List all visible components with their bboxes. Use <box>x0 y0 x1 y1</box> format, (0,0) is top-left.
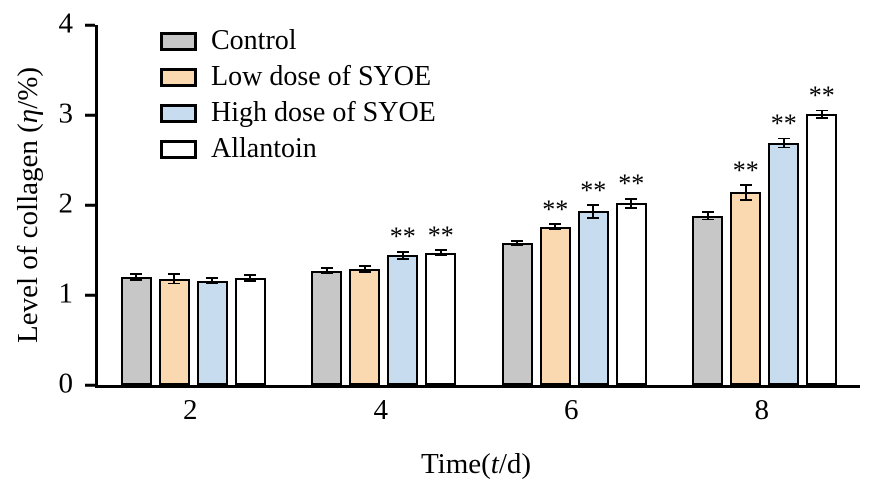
bar-high-dose-of-syoe-day-6: ** <box>577 25 609 385</box>
legend-item-control: Control <box>160 23 436 59</box>
legend-label-high-dose-of-syoe: High dose of SYOE <box>211 97 436 128</box>
legend-item-high-dose-of-syoe: High dose of SYOE <box>160 95 436 131</box>
bar-rect <box>234 277 266 385</box>
significance-marker: ** <box>427 220 454 250</box>
error-bar <box>630 197 633 209</box>
bar-low-dose-of-syoe-day-4 <box>349 25 381 385</box>
bar-group-day-2 <box>98 25 289 385</box>
y-tick-mark-2 <box>85 203 95 207</box>
error-bar <box>516 240 519 246</box>
error-bar <box>249 274 252 282</box>
bar-low-dose-of-syoe-day-6: ** <box>539 25 571 385</box>
bar-rect <box>615 203 647 385</box>
significance-marker: ** <box>389 222 416 252</box>
significance-marker: ** <box>542 194 569 224</box>
legend-swatch-control <box>160 31 197 51</box>
legend-item-allantoin: Allantoin <box>160 131 436 167</box>
error-bar <box>820 109 823 119</box>
error-bar <box>706 211 709 221</box>
bar-control-day-8 <box>692 25 724 385</box>
error-bar <box>782 137 785 149</box>
legend-label-low-dose-of-syoe: Low dose of SYOE <box>211 61 432 92</box>
legend-swatch-high-dose-of-syoe <box>160 103 197 123</box>
y-tick-label-1: 1 <box>58 277 74 310</box>
error-bar <box>173 273 176 285</box>
y-axis: 0 1 2 3 4 <box>0 9 95 398</box>
error-bar <box>363 265 366 273</box>
error-bar <box>401 250 404 260</box>
bar-rect <box>196 280 228 385</box>
y-tick-mark-0 <box>85 383 95 387</box>
bar-low-dose-of-syoe-day-8: ** <box>730 25 762 385</box>
bar-high-dose-of-syoe-day-8: ** <box>768 25 800 385</box>
y-tick-label-0: 0 <box>58 367 74 400</box>
bar-high-dose-of-syoe-day-4: ** <box>387 25 419 385</box>
bar-group-day-8: ** ** ** <box>670 25 861 385</box>
bar-rect <box>311 270 343 385</box>
bar-group-day-4: ** ** <box>289 25 480 385</box>
bar-rect <box>349 268 381 385</box>
bar-rect <box>806 114 838 385</box>
x-tick-label-2: 2 <box>183 394 198 426</box>
legend-label-allantoin: Allantoin <box>211 133 317 164</box>
error-bar <box>325 267 328 275</box>
bar-rect <box>120 277 152 385</box>
x-axis-title-text: Time( <box>420 448 491 480</box>
bar-rect <box>692 215 724 385</box>
y-tick-mark-3 <box>85 113 95 117</box>
y-tick-mark-1 <box>85 293 95 297</box>
y-tick-label-2: 2 <box>58 187 74 220</box>
bar-rect <box>768 142 800 385</box>
bar-allantoin-day-4: ** <box>425 25 457 385</box>
bar-control-day-4 <box>311 25 343 385</box>
x-tick-label-8: 8 <box>754 394 770 426</box>
legend: Control Low dose of SYOE High dose of SYOE… <box>160 23 436 167</box>
error-bar <box>744 184 747 201</box>
bar-control-day-2 <box>120 25 152 385</box>
bar-rect <box>577 211 609 385</box>
bar-rect <box>539 226 571 385</box>
significance-marker: ** <box>770 109 797 138</box>
error-bar <box>211 277 214 285</box>
y-tick-label-4: 4 <box>58 7 74 40</box>
legend-label-control: Control <box>211 25 297 56</box>
bar-rect <box>425 252 457 385</box>
error-bar <box>439 249 442 257</box>
error-bar <box>554 223 557 231</box>
error-bar <box>592 204 595 219</box>
bar-group-day-6: ** ** ** <box>479 25 670 385</box>
significance-marker: ** <box>618 169 645 199</box>
bar-groups: ** ** ** ** ** ** ** ** <box>98 25 860 385</box>
significance-marker: ** <box>732 155 759 185</box>
x-axis-title-unit: /d) <box>498 448 532 480</box>
x-axis-title-symbol: t <box>490 448 499 480</box>
plot-area: Control Low dose of SYOE High dose of SYOE… <box>95 25 860 388</box>
bar-high-dose-of-syoe-day-2 <box>196 25 228 385</box>
bar-allantoin-day-6: ** <box>615 25 647 385</box>
y-tick-mark-4 <box>85 23 95 27</box>
x-axis-title: Time(t/d) <box>95 448 857 481</box>
y-tick-label-3: 3 <box>58 97 74 130</box>
bar-low-dose-of-syoe-day-2 <box>158 25 190 385</box>
bar-rect <box>387 255 419 385</box>
bar-allantoin-day-2 <box>234 25 266 385</box>
x-tick-label-6: 6 <box>564 394 579 426</box>
significance-marker: ** <box>808 81 835 111</box>
bar-control-day-6 <box>501 25 533 385</box>
bar-rect <box>730 192 762 385</box>
bar-rect <box>158 278 190 385</box>
legend-swatch-low-dose-of-syoe <box>160 67 197 87</box>
bar-allantoin-day-8: ** <box>806 25 838 385</box>
legend-swatch-allantoin <box>160 139 197 159</box>
significance-marker: ** <box>580 175 607 205</box>
error-bar <box>135 273 138 281</box>
legend-item-low-dose-of-syoe: Low dose of SYOE <box>160 59 436 95</box>
bar-rect <box>501 242 533 385</box>
x-axis-labels: 2 4 6 8 <box>95 394 857 427</box>
x-tick-label-4: 4 <box>373 394 389 426</box>
